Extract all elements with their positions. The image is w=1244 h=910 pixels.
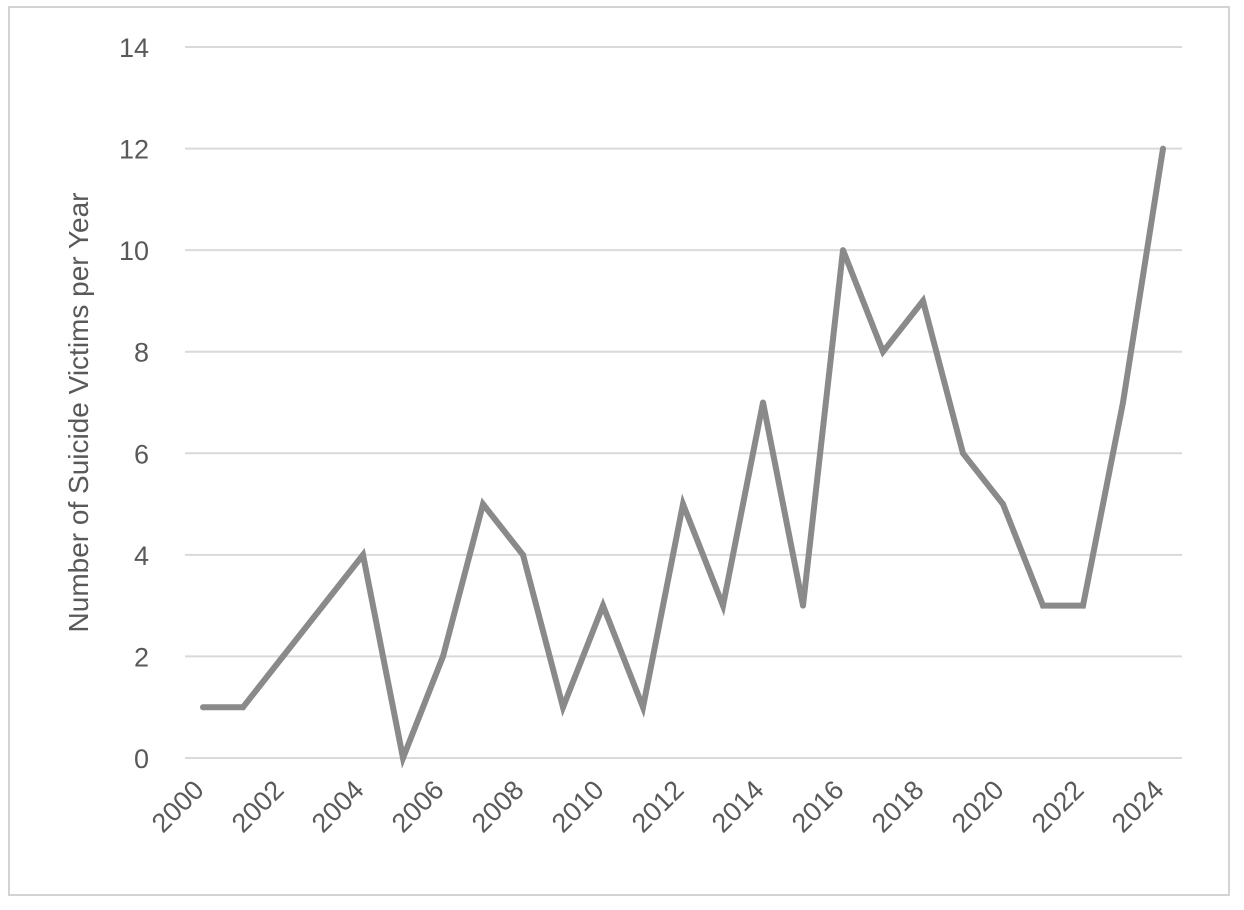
data-point [240,704,246,711]
x-tick-label: 2012 [626,775,690,839]
y-tick-label: 2 [134,642,149,672]
x-axis-tick-labels: 2000 2002 2004 2006 2008 2010 2012 2014 2016 2018… [146,775,1170,839]
data-point [1120,399,1126,406]
y-axis-tick-labels: 0 2 4 6 8 10 12 14 [119,33,149,774]
data-point [360,551,366,558]
data-point [520,551,526,558]
y-tick-label: 6 [134,439,149,469]
x-tick-label: 2000 [146,775,210,839]
data-point [1000,501,1006,508]
data-point [280,653,286,660]
y-axis-title: Number of Suicide Victims per Year [63,193,94,633]
data-point [1080,602,1086,609]
data-point [800,602,806,609]
data-point [560,704,566,711]
x-tick-label: 2010 [546,775,610,839]
data-point [1040,602,1046,609]
x-tick-label: 2014 [706,775,770,839]
data-point [1160,145,1166,152]
data-point [960,450,966,457]
data-point [720,602,726,609]
x-tick-label: 2024 [1106,775,1170,839]
x-tick-label: 2020 [946,775,1010,839]
y-tick-label: 4 [134,541,149,571]
x-tick-label: 2006 [386,775,450,839]
data-point [480,501,486,508]
data-point [640,704,646,711]
data-point [440,653,446,660]
x-tick-label: 2022 [1026,775,1090,839]
data-point [400,755,406,761]
y-tick-label: 12 [119,135,149,165]
gridlines [185,46,1182,759]
data-point [760,399,766,406]
data-point [600,602,606,609]
data-point [680,501,686,508]
x-tick-label: 2004 [306,775,370,839]
y-tick-label: 10 [119,236,149,266]
y-tick-label: 0 [134,744,149,774]
x-tick-label: 2016 [786,775,850,839]
x-tick-label: 2018 [866,775,930,839]
y-tick-label: 14 [119,33,149,63]
data-point [920,297,926,304]
data-point [320,602,326,609]
series-group [200,145,1166,769]
chart-frame [8,6,1230,896]
y-tick-label: 8 [134,338,149,368]
x-tick-label: 2008 [466,775,530,839]
data-point [880,348,886,355]
x-tick-label: 2002 [226,775,290,839]
data-point [200,704,206,711]
data-point [840,247,846,254]
